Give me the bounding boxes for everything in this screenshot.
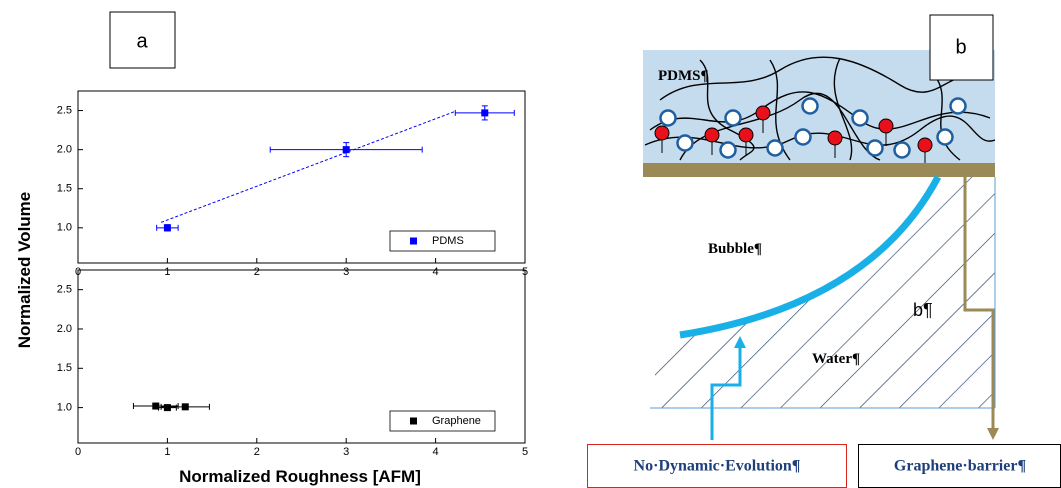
trendline — [161, 111, 455, 222]
bead — [938, 130, 953, 145]
bead — [918, 138, 932, 152]
bead — [879, 119, 893, 133]
point — [164, 224, 171, 231]
bead — [853, 111, 868, 126]
panel-label: b — [955, 36, 966, 58]
bubble-label: Bubble¶ — [708, 241, 762, 257]
bead — [705, 128, 719, 142]
bead — [803, 99, 818, 114]
arrow-head — [987, 428, 999, 440]
y-tick-label: 1.0 — [57, 222, 72, 234]
legend-label: PDMS — [432, 235, 464, 247]
bead — [868, 141, 883, 156]
x-tick-label: 4 — [433, 446, 439, 458]
b-label: b¶ — [913, 300, 933, 320]
y-tick-label: 2.0 — [57, 144, 72, 156]
x-tick-label: 3 — [343, 266, 349, 278]
y-tick-label: 2.5 — [57, 284, 72, 296]
x-tick-label: 5 — [522, 446, 528, 458]
y-tick-label: 2.5 — [57, 104, 72, 116]
x-tick-label: 1 — [164, 446, 170, 458]
y-tick-label: 2.0 — [57, 323, 72, 335]
bead — [661, 111, 676, 126]
x-tick-label: 1 — [164, 266, 170, 278]
panel-label: a — [136, 30, 148, 52]
bead — [895, 143, 910, 158]
figure: a Normalized Volume Normalized Roughness … — [0, 0, 1061, 488]
bead — [828, 131, 842, 145]
bead — [678, 136, 693, 151]
bead — [721, 143, 736, 158]
bead — [726, 111, 741, 126]
y-axis-label: Normalized Volume — [15, 192, 34, 349]
substrate — [643, 163, 995, 177]
y-tick-label: 1.5 — [57, 362, 72, 374]
y-tick-label: 1.0 — [57, 402, 72, 414]
point — [343, 146, 350, 153]
x-tick-label: 4 — [433, 266, 439, 278]
point — [481, 109, 488, 116]
point — [182, 403, 189, 410]
legend-label: Graphene — [432, 415, 481, 427]
x-tick-label: 3 — [343, 446, 349, 458]
bead — [655, 126, 669, 140]
charts: Normalized Volume Normalized Roughness [A… — [15, 91, 528, 486]
legend-marker — [410, 418, 417, 425]
legend-marker — [410, 238, 417, 245]
pdms-label: PDMS¶ — [658, 68, 709, 84]
bead — [951, 99, 966, 114]
diagram: PDMS¶ Bubble¶ b¶ Water¶ b No·Dynamic·Evo… — [588, 15, 1061, 488]
right-box-text: Graphene·barrier¶ — [894, 458, 1026, 475]
y-tick-label: 1.5 — [57, 183, 72, 195]
x-axis-label: Normalized Roughness [AFM] — [179, 467, 421, 486]
bead — [796, 130, 811, 145]
left-box-text: No·Dynamic·Evolution¶ — [634, 458, 801, 475]
bead — [756, 106, 770, 120]
x-tick-label: 0 — [75, 446, 81, 458]
x-tick-label: 2 — [254, 446, 260, 458]
x-tick-label: 2 — [254, 266, 260, 278]
point — [164, 404, 171, 411]
bead — [739, 128, 753, 142]
water-label: Water¶ — [812, 351, 860, 367]
bead — [768, 141, 783, 156]
